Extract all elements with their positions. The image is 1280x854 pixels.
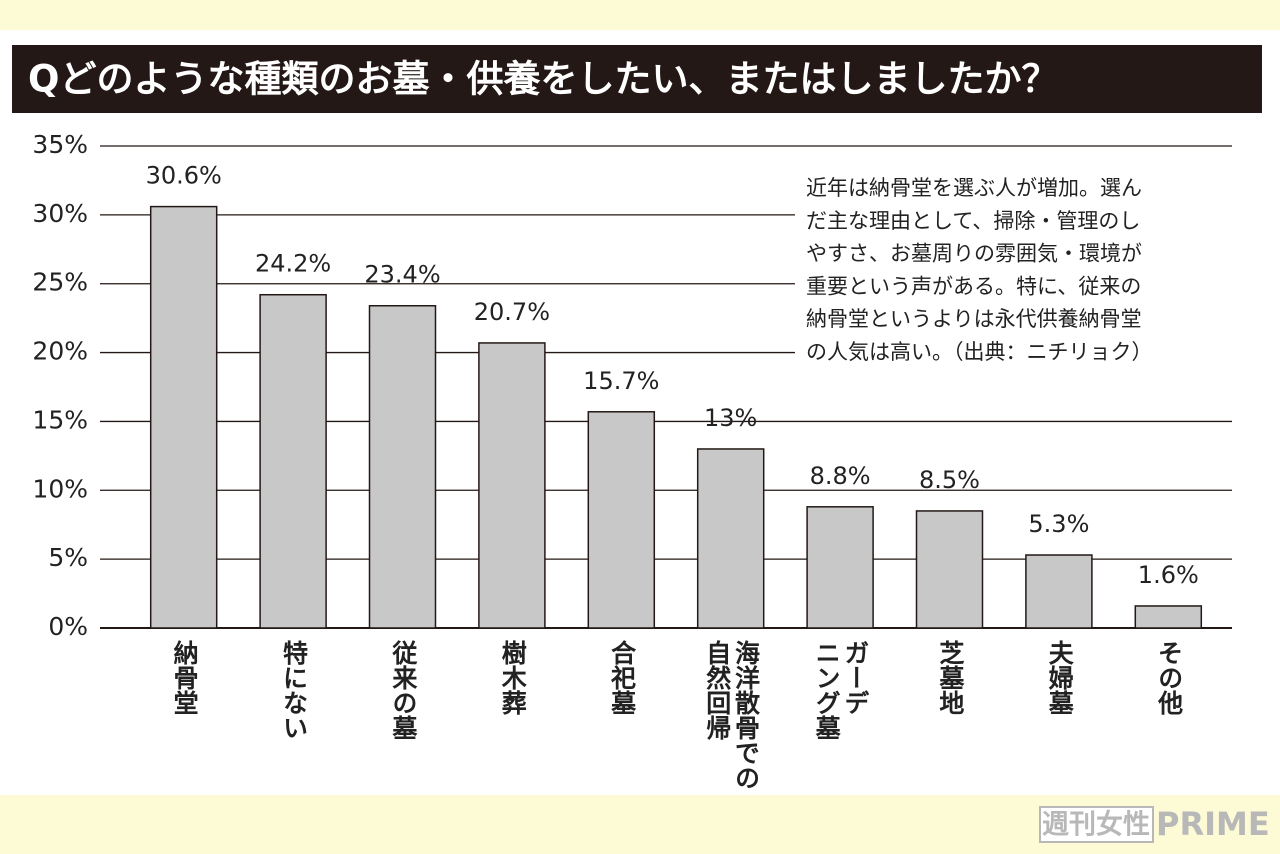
value-label: 1.6% xyxy=(1138,561,1199,589)
y-tick-label: 5% xyxy=(48,543,88,572)
x-tick-label: 夫婦墓 xyxy=(1045,640,1075,715)
value-label: 8.8% xyxy=(810,462,871,490)
annotation-line: 納骨堂というよりは永代供養納骨堂 xyxy=(806,307,1142,331)
y-tick-label: 0% xyxy=(48,612,88,641)
y-tick-label: 25% xyxy=(32,268,88,297)
y-tick-label: 15% xyxy=(32,405,88,434)
bar xyxy=(149,205,218,629)
bar xyxy=(915,510,984,629)
annotation-line: 近年は納骨堂を選ぶ人が増加。選ん xyxy=(806,176,1142,200)
watermark-suffix: PRIME xyxy=(1156,805,1270,843)
x-tick-label: 従来の墓 xyxy=(388,640,418,740)
bar xyxy=(478,342,546,629)
x-tick-label: 特にない xyxy=(279,640,309,740)
y-tick-label: 30% xyxy=(32,199,88,228)
value-label: 5.3% xyxy=(1028,510,1089,538)
bar xyxy=(259,293,327,629)
x-tick-label: 樹木葬 xyxy=(498,640,528,715)
annotation-line: だ主な理由として、掃除・管理のし xyxy=(806,209,1140,233)
x-tick-label: その他 xyxy=(1154,640,1184,715)
bar xyxy=(1025,554,1093,629)
x-tick-label: 海洋散骨での 自然回帰 xyxy=(702,640,761,790)
bar xyxy=(587,411,656,629)
y-tick-label: 10% xyxy=(32,474,88,503)
x-tick-label: ガーデ ニング墓 xyxy=(812,640,870,740)
x-tick-label: 納骨堂 xyxy=(170,640,200,715)
y-tick-label: 35% xyxy=(32,130,88,159)
watermark: 週刊女性 PRIME xyxy=(1039,805,1270,843)
value-label: 8.5% xyxy=(919,466,980,494)
chart-title: Qどのような種類のお墓・供養をしたい、またはしましたか？ xyxy=(28,58,1058,101)
value-label: 24.2% xyxy=(255,250,331,278)
y-tick-label: 20% xyxy=(32,337,88,366)
watermark-brand: 週刊女性 xyxy=(1042,809,1150,841)
value-label: 20.7% xyxy=(474,298,550,326)
watermark-box xyxy=(1039,806,1154,843)
annotation-line: 重要という声がある。特に、従来の xyxy=(806,274,1141,298)
annotation-line: の人気は高い。（出典：ニチリョク） xyxy=(806,340,1153,364)
bar xyxy=(1134,605,1203,629)
annotation-box xyxy=(795,168,1240,368)
bar xyxy=(806,506,874,629)
value-label: 30.6% xyxy=(146,162,222,190)
value-label: 23.4% xyxy=(364,261,440,289)
bar xyxy=(696,448,765,629)
value-label: 13% xyxy=(704,404,757,432)
x-tick-label: 合祀墓 xyxy=(607,640,637,715)
bar xyxy=(368,304,437,629)
annotation-line: やすさ、お墓周りの雰囲気・環境が xyxy=(806,242,1142,266)
x-tick-label: 芝墓地 xyxy=(935,640,965,715)
value-label: 15.7% xyxy=(583,367,659,395)
title-box xyxy=(12,45,1262,113)
